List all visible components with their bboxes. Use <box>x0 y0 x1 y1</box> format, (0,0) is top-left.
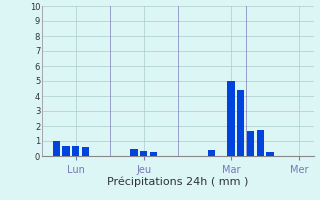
Bar <box>266 152 274 156</box>
Bar <box>257 130 264 156</box>
Bar <box>140 151 147 156</box>
Bar <box>208 150 215 156</box>
X-axis label: Précipitations 24h ( mm ): Précipitations 24h ( mm ) <box>107 176 248 187</box>
Bar <box>150 152 157 156</box>
Bar <box>237 90 244 156</box>
Bar <box>228 81 235 156</box>
Bar <box>72 146 79 156</box>
Bar <box>130 148 138 156</box>
Bar <box>82 147 89 156</box>
Bar <box>52 141 60 156</box>
Bar <box>247 130 254 156</box>
Bar <box>62 146 69 156</box>
